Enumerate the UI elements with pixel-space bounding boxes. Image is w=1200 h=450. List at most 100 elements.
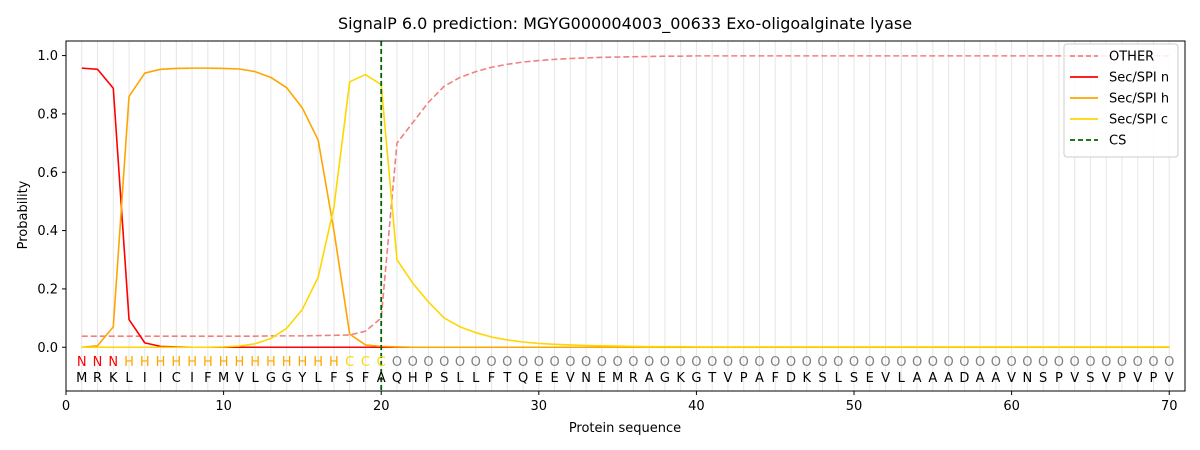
class-label: O xyxy=(660,355,670,370)
class-label: H xyxy=(266,355,276,370)
class-label: O xyxy=(518,355,528,370)
x-tick-label: 0 xyxy=(62,399,70,414)
residue-label: L xyxy=(252,371,260,386)
class-label: O xyxy=(597,355,607,370)
residue-label: I xyxy=(190,371,194,386)
residue-label: Q xyxy=(518,371,528,386)
residue-label: A xyxy=(377,371,386,386)
x-tick-label: 30 xyxy=(531,399,548,414)
x-tick-label: 10 xyxy=(215,399,232,414)
class-label: O xyxy=(408,355,418,370)
class-label: O xyxy=(928,355,938,370)
residue-label: M xyxy=(218,371,229,386)
class-label: O xyxy=(849,355,859,370)
residue-label: P xyxy=(1118,371,1126,386)
series-lines xyxy=(81,55,1170,349)
series-line-other xyxy=(81,55,1170,337)
class-label: O xyxy=(943,355,953,370)
y-tick-label: 1.0 xyxy=(37,49,58,64)
class-label: O xyxy=(1133,355,1143,370)
residue-label: V xyxy=(566,371,575,386)
legend-label: Sec/SPI n xyxy=(1109,71,1169,86)
residue-label: I xyxy=(159,371,163,386)
residue-label: S xyxy=(850,371,858,386)
residue-label: L xyxy=(456,371,464,386)
residue-label: S xyxy=(1039,371,1047,386)
class-label: O xyxy=(691,355,701,370)
class-label: O xyxy=(786,355,796,370)
residue-label: S xyxy=(346,371,354,386)
class-label: O xyxy=(770,355,780,370)
y-tick-label: 0.0 xyxy=(37,341,58,356)
residue-label: P xyxy=(425,371,433,386)
legend-box xyxy=(1063,43,1179,158)
x-tick-label: 70 xyxy=(1161,399,1178,414)
x-tick-label: 20 xyxy=(373,399,390,414)
class-label: O xyxy=(1164,355,1174,370)
class-label: O xyxy=(565,355,575,370)
class-label: O xyxy=(1007,355,1017,370)
class-label: O xyxy=(959,355,969,370)
class-label: O xyxy=(865,355,875,370)
residue-label: S xyxy=(1086,371,1094,386)
residue-label: M xyxy=(76,371,87,386)
plot-frame xyxy=(65,40,1186,392)
residue-label: K xyxy=(802,371,811,386)
residue-label: A xyxy=(991,371,1000,386)
residue-label: E xyxy=(866,371,874,386)
y-tick-label: 0.6 xyxy=(37,166,58,181)
class-label: H xyxy=(140,355,150,370)
residue-label: E xyxy=(550,371,558,386)
class-label: O xyxy=(1038,355,1048,370)
class-label: C xyxy=(361,355,370,370)
class-label: O xyxy=(817,355,827,370)
residue-label: P xyxy=(740,371,748,386)
residue-label: A xyxy=(944,371,953,386)
class-label: H xyxy=(282,355,292,370)
class-label: N xyxy=(77,355,87,370)
class-label: H xyxy=(203,355,213,370)
legend-label: OTHER xyxy=(1109,50,1154,65)
class-label: H xyxy=(298,355,308,370)
residue-label: D xyxy=(786,371,796,386)
class-label: O xyxy=(975,355,985,370)
residue-label: V xyxy=(235,371,244,386)
residue-label: D xyxy=(959,371,969,386)
class-label: O xyxy=(581,355,591,370)
class-label: O xyxy=(549,355,559,370)
residue-label: N xyxy=(1023,371,1033,386)
x-tick-label: 50 xyxy=(846,399,863,414)
residue-label: K xyxy=(676,371,685,386)
residue-label: F xyxy=(771,371,778,386)
y-axis-ticks: 0.0 0.2 0.4 0.6 0.8 1.0 xyxy=(37,49,66,356)
series-line-sec-spi-c xyxy=(81,73,1170,349)
class-label: N xyxy=(93,355,103,370)
residue-label: A xyxy=(928,371,937,386)
residue-label: T xyxy=(707,371,716,386)
residue-label: M xyxy=(612,371,623,386)
residue-label: V xyxy=(1165,371,1174,386)
legend-label: Sec/SPI c xyxy=(1109,113,1168,128)
legend-label: CS xyxy=(1109,134,1126,149)
class-label: O xyxy=(802,355,812,370)
plot-area: MNRNKNLHIHIHCHIHFHMHVHLHGHGHYHLHFHSCFCAC… xyxy=(76,41,1174,391)
class-label: O xyxy=(739,355,749,370)
x-tick-label: 40 xyxy=(688,399,705,414)
x-axis-ticks: 0 10 20 30 40 50 60 70 xyxy=(62,391,1178,414)
sequence-labels: MNRNKNLHIHIHCHIHFHMHVHLHGHGHYHLHFHSCFCAC… xyxy=(76,355,1174,386)
class-label: H xyxy=(219,355,229,370)
class-label: H xyxy=(234,355,244,370)
y-tick-label: 0.2 xyxy=(37,282,58,297)
class-label: O xyxy=(833,355,843,370)
residue-label: T xyxy=(502,371,511,386)
residue-label: S xyxy=(440,371,448,386)
class-label: O xyxy=(754,355,764,370)
residue-label: Y xyxy=(297,371,306,386)
class-label: H xyxy=(156,355,166,370)
residue-label: L xyxy=(898,371,906,386)
class-label: H xyxy=(171,355,181,370)
residue-label: G xyxy=(660,371,670,386)
class-label: O xyxy=(880,355,890,370)
class-label: O xyxy=(423,355,433,370)
class-label: O xyxy=(723,355,733,370)
